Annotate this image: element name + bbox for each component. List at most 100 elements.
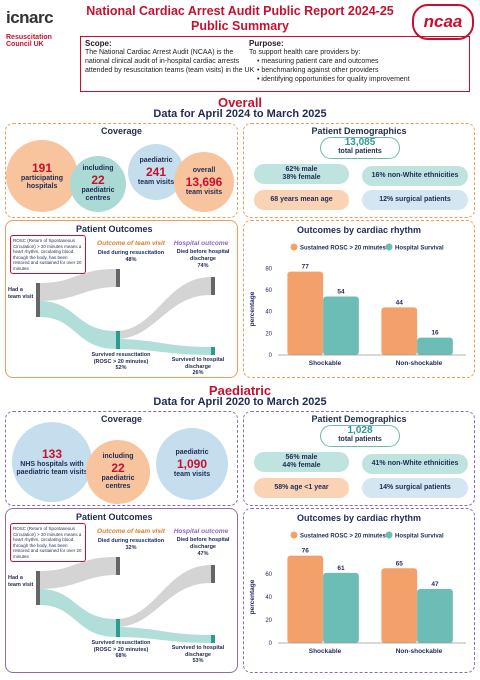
scope-text: The National Cardiac Arrest Audit (NCAA)…: [85, 49, 255, 74]
y-axis-label: percentage: [249, 291, 256, 326]
demographics-title: Patient Demographics: [311, 126, 407, 136]
bar: [323, 572, 359, 643]
bubble-value: 241: [145, 165, 167, 179]
outcome-label: Survived resuscitation (ROSC > 20 minute…: [91, 352, 151, 365]
bubble-label: team visits: [173, 471, 211, 478]
chart-title: Outcomes by cardiac rhythm: [296, 513, 422, 523]
value-label: 16: [431, 330, 439, 337]
demographic-pill: 58% age <1 year: [254, 478, 349, 498]
legend-label: Hospital Survival: [395, 534, 444, 540]
total-label: total patients: [338, 148, 382, 155]
coverage-bubble: overall 13,696 team visits: [174, 152, 234, 212]
bubble-label: paediatric centres: [81, 187, 115, 202]
node: [211, 565, 215, 583]
flow: [116, 277, 211, 339]
x-tick-label: Shockable: [309, 648, 342, 655]
title: National Cardiac Arrest Audit Public Rep…: [86, 4, 394, 33]
demographic-pill: 12% surgical patients: [362, 190, 468, 210]
coverage-bubble: paediatric 1,090 team visits: [156, 428, 228, 500]
demographic-text: 41% non-White ethnicities: [371, 460, 459, 467]
total-pill: 1,028 total patients: [320, 425, 400, 447]
legend-swatch: [385, 243, 393, 251]
demographic-pill: 16% non-White ethnicities: [362, 166, 468, 186]
purpose-item: • identifying opportunities for quality …: [257, 76, 410, 83]
bubble-label: team visits: [137, 179, 175, 186]
node: [116, 619, 120, 637]
y-tick-label: 20: [265, 331, 272, 337]
value-label: 47: [431, 581, 439, 588]
demographic-text: 14% surgical patients: [379, 484, 451, 491]
outcome-label: Hospital outcome: [173, 240, 229, 247]
section-period: Data for April 2024 to March 2025: [153, 108, 327, 120]
outcome-label: 68%: [115, 653, 127, 659]
chart-box: Outcomes by cardiac rhythm Sustained ROSC…: [243, 220, 475, 378]
demographic-text: 58% age <1 year: [274, 484, 329, 491]
bar: [323, 296, 359, 355]
badge: ncaa: [412, 4, 474, 40]
demographic-text: 56% male: [285, 454, 318, 461]
bubble-label: paediatric centres: [101, 475, 135, 490]
demographic-text: 44% female: [282, 462, 321, 469]
flow: [40, 301, 116, 349]
outcome-label: 26%: [192, 370, 204, 376]
demographic-pill: 41% non-White ethnicities: [362, 454, 468, 474]
outcome-label: Hospital outcome: [173, 528, 229, 535]
org-name: Resuscitation Council UK: [6, 34, 52, 48]
node: [116, 331, 120, 349]
total-label: total patients: [338, 436, 382, 443]
flow: [40, 557, 116, 589]
outcomes-box: Patient Outcomes ROSC (Return of Spontane…: [5, 220, 238, 378]
outcome-label: Outcome of team visit: [97, 240, 165, 247]
y-tick-label: 40: [265, 310, 272, 316]
purpose-heading: Purpose:: [249, 39, 284, 48]
legend-label: Sustained ROSC > 20 minutes: [300, 246, 387, 252]
outcome-label: 52%: [115, 365, 127, 371]
node: [116, 557, 120, 575]
bubble-value: 133: [41, 447, 63, 461]
demographic-pill: 68 years mean age: [254, 190, 349, 210]
total-value: 13,085: [344, 137, 376, 148]
logo: icnarc: [6, 8, 54, 27]
coverage-box: Coverage 191 participating hospitals includ…: [5, 123, 238, 218]
bubble-top: including: [82, 165, 114, 172]
outcome-label: Had a team visit: [8, 287, 34, 300]
node: [36, 283, 40, 317]
legend-swatch: [290, 243, 298, 251]
outcome-label: Outcome of team visit: [97, 528, 165, 535]
section-heading: Overall: [217, 95, 263, 110]
outcome-label: Survived to hospital discharge: [171, 645, 225, 658]
value-label: 61: [337, 565, 345, 572]
value-label: 54: [337, 289, 345, 296]
demographic-text: 38% female: [282, 174, 321, 181]
demographic-pill: 14% surgical patients: [362, 478, 468, 498]
demographic-pill: 62% male 38% female: [254, 164, 349, 184]
chart: Sustained ROSC > 20 minutes Hospital Surv…: [249, 243, 466, 367]
bubble-label: NHS hospitals with paediatric team visit…: [16, 461, 88, 476]
purpose-intro: To support health care providers by:: [249, 49, 361, 56]
outcome-label: Died before hospital discharge: [176, 249, 230, 262]
y-tick-label: 60: [265, 288, 272, 294]
outcomes-title: Patient Outcomes: [76, 224, 153, 234]
flow: [116, 339, 211, 355]
legend-label: Sustained ROSC > 20 minutes: [300, 534, 387, 540]
chart-title: Outcomes by cardiac rhythm: [296, 225, 422, 235]
flow: [40, 589, 116, 637]
demographic-text: 68 years mean age: [270, 196, 333, 203]
rosc-note: ROSC (Return of Spontaneous Circulation)…: [10, 235, 86, 274]
total-pill: 13,085 total patients: [320, 137, 400, 159]
section-heading: Paediatric: [208, 383, 272, 398]
bubble-top: including: [102, 453, 134, 460]
outcome-label: Had a team visit: [8, 575, 34, 588]
coverage-box: Coverage 133 NHS hospitals with paediatric…: [5, 411, 238, 506]
flow: [40, 269, 116, 301]
flow: [116, 627, 211, 643]
demographic-pill: 56% male 44% female: [254, 452, 349, 472]
outcome-label: Died during resuscitation: [97, 538, 165, 544]
bubble-top: overall: [192, 167, 216, 174]
flow-diagram: [36, 557, 215, 643]
coverage-bubble: including 22 paediatric centres: [86, 440, 150, 504]
coverage-bubble: 191 participating hospitals: [6, 140, 78, 212]
outcomes-title: Patient Outcomes: [76, 512, 153, 522]
y-tick-label: 60: [265, 572, 272, 578]
demographic-text: 62% male: [285, 166, 318, 173]
